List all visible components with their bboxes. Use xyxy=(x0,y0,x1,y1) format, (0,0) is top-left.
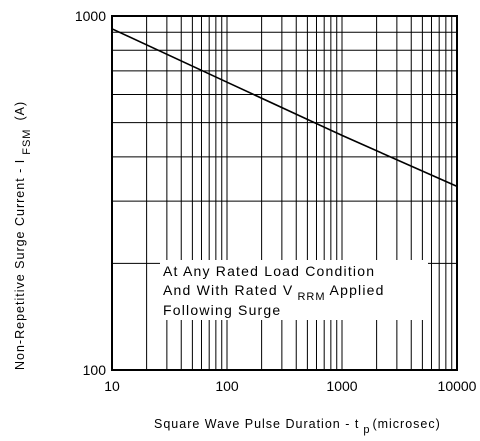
annotation-line-2-main: And With Rated V xyxy=(163,282,293,298)
annotation-line-2-subscript: RRM xyxy=(297,291,325,303)
x-tick-label: 1000 xyxy=(326,378,357,394)
annotation-line-3: Following Surge xyxy=(163,302,281,318)
x-tick-label: 100 xyxy=(215,378,239,394)
annotation-line-1: At Any Rated Load Condition xyxy=(163,263,375,279)
surge-current-curve xyxy=(111,28,458,188)
y-axis-label-subscript: FSM xyxy=(21,129,33,155)
y-axis-label-unit: (A) xyxy=(13,101,27,121)
x-tick-label: 10000 xyxy=(438,378,477,394)
annotation-line-2: And With Rated V RRM Applied xyxy=(163,282,385,303)
x-axis-label-unit: (microsec) xyxy=(372,417,440,431)
x-axis-label-subscript: p xyxy=(363,424,370,436)
x-tick-label: 10 xyxy=(104,378,120,394)
plot-frame xyxy=(111,15,458,371)
y-axis-label-main: Non-Repetitive Surge Current - I xyxy=(13,159,27,370)
y-tick-label: 1000 xyxy=(75,8,106,24)
x-axis-label-main: Square Wave Pulse Duration - t xyxy=(154,417,359,431)
annotation-background xyxy=(160,260,428,320)
y-tick-label: 100 xyxy=(83,362,107,378)
annotation-line-2-tail: Applied xyxy=(330,282,385,298)
y-axis-label: Non-Repetitive Surge Current - I FSM (A) xyxy=(13,101,33,370)
x-axis-label: Square Wave Pulse Duration - t p (microsec… xyxy=(154,417,441,436)
